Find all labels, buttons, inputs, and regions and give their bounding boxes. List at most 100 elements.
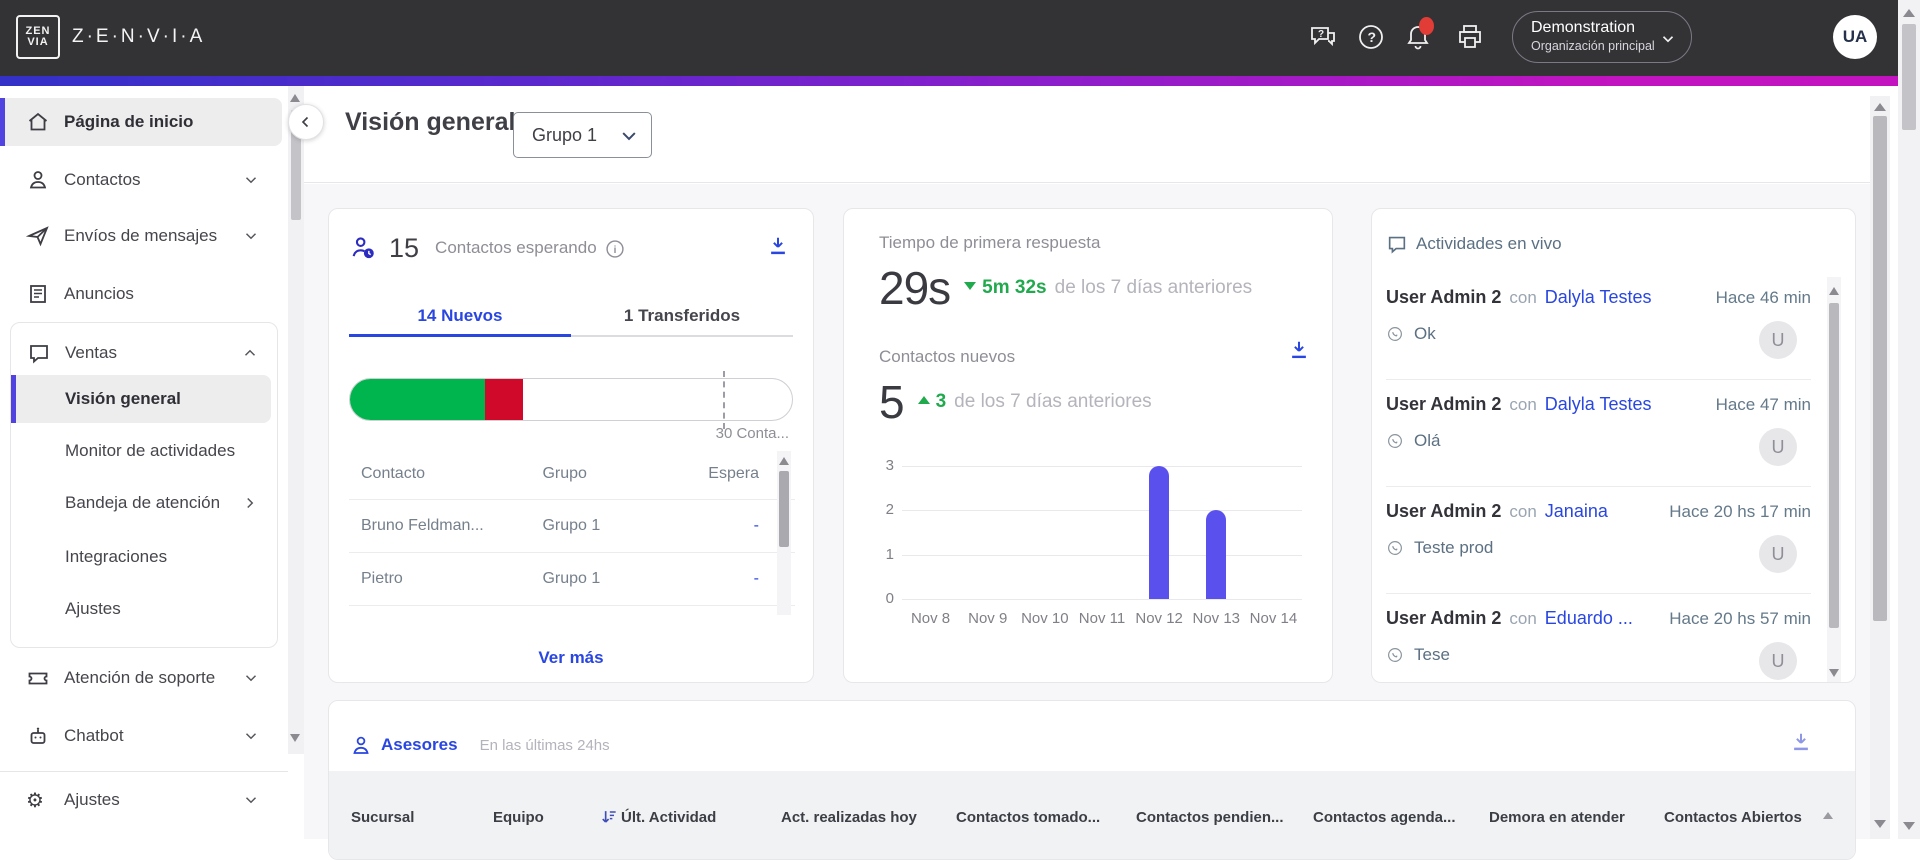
main-scrollbar-thumb[interactable] xyxy=(1873,116,1887,621)
column-header[interactable]: Últ. Actividad xyxy=(621,809,717,826)
column-header[interactable]: Contactos pendien... xyxy=(1136,809,1284,826)
y-tick-label: 1 xyxy=(885,545,894,563)
browser-scrollbar[interactable] xyxy=(1898,0,1920,839)
activity-entry[interactable]: User Admin 2 con Dalyla Testes Hace 46 m… xyxy=(1386,273,1811,380)
sidebar-item-settings[interactable]: ⚙ Ajustes xyxy=(0,778,288,822)
activity-con: con xyxy=(1509,288,1537,307)
see-more-link[interactable]: Ver más xyxy=(538,648,604,667)
scroll-up-arrow-icon[interactable] xyxy=(1829,287,1839,295)
scroll-up-arrow-icon[interactable] xyxy=(1823,812,1833,819)
scroll-up-arrow-icon[interactable] xyxy=(1903,9,1915,17)
chart-bar xyxy=(1206,510,1227,599)
sidebar-item-home[interactable]: Página de inicio xyxy=(0,98,288,146)
tab-transferred[interactable]: 1 Transferidos xyxy=(571,297,793,337)
scroll-down-arrow-icon[interactable] xyxy=(1874,820,1886,828)
cell-wait: - xyxy=(753,570,759,587)
waiting-count: 15 xyxy=(389,232,420,263)
activity-partner-link[interactable]: Janaina xyxy=(1544,501,1608,521)
sidebar-item-sales-settings[interactable]: Ajustes xyxy=(11,587,277,631)
activity-partner-link[interactable]: Dalyla Testes xyxy=(1544,287,1652,307)
help-icon[interactable]: ? xyxy=(1356,22,1386,52)
column-header[interactable]: Contactos tomado... xyxy=(956,809,1101,826)
whatsapp-icon xyxy=(1388,327,1402,341)
scroll-up-arrow-icon[interactable] xyxy=(1874,103,1886,111)
column-header[interactable]: Sucursal xyxy=(351,809,415,826)
scroll-down-arrow-icon[interactable] xyxy=(1829,669,1839,677)
chat-help-icon[interactable]: ? xyxy=(1308,22,1338,52)
sidebar-item-chatbot[interactable]: Chatbot xyxy=(0,712,288,760)
activity-user: User Admin 2 xyxy=(1386,608,1502,628)
download-icon[interactable] xyxy=(767,235,789,257)
delta-down-icon xyxy=(964,282,977,290)
chevron-down-icon xyxy=(245,233,257,240)
activities-scrollbar-thumb[interactable] xyxy=(1829,303,1839,628)
cell-group: Grupo 1 xyxy=(542,570,601,587)
table-scrollbar-thumb[interactable] xyxy=(779,471,789,547)
column-header[interactable]: Equipo xyxy=(493,809,544,826)
table-row xyxy=(349,605,795,617)
sidebar-item-integrations[interactable]: Integraciones xyxy=(11,535,277,579)
sidebar-item-announcements[interactable]: Anuncios xyxy=(0,270,288,318)
delta-value: 3 xyxy=(935,391,947,412)
activity-entry[interactable]: User Admin 2 con Janaina Hace 20 hs 17 m… xyxy=(1386,487,1811,594)
activity-con: con xyxy=(1509,609,1537,628)
sidebar-item-overview[interactable]: Visión general xyxy=(11,375,277,423)
sidebar-item-sales[interactable]: Ventas xyxy=(11,331,277,375)
tab-new[interactable]: 14 Nuevos xyxy=(349,297,571,337)
activities-scrollbar[interactable] xyxy=(1827,277,1841,682)
activity-line2: Teste prod xyxy=(1386,538,1811,558)
activity-partner-link[interactable]: Eduardo ... xyxy=(1544,608,1633,628)
sidebar-item-attention-inbox[interactable]: Bandeja de atención xyxy=(11,481,277,525)
printer-icon[interactable] xyxy=(1455,22,1485,52)
sidebar-collapse-button[interactable] xyxy=(288,104,324,140)
sidebar-item-support[interactable]: Atención de soporte xyxy=(0,654,288,702)
y-tick-label: 2 xyxy=(885,501,894,519)
activity-entry[interactable]: User Admin 2 con Eduardo ... Hace 20 hs … xyxy=(1386,594,1811,682)
chevron-down-icon xyxy=(245,675,257,682)
sidebar-item-label: Ventas xyxy=(65,343,117,362)
browser-scrollbar-thumb[interactable] xyxy=(1902,24,1916,130)
activity-entry[interactable]: User Admin 2 con Dalyla Testes Hace 47 m… xyxy=(1386,380,1811,487)
scroll-up-arrow-icon[interactable] xyxy=(779,457,789,465)
new-contacts-label: Contactos nuevos xyxy=(879,347,1016,366)
user-avatar[interactable]: UA xyxy=(1833,15,1877,59)
sidebar-item-contacts[interactable]: Contactos xyxy=(0,156,288,204)
organization-switcher[interactable]: Demonstration Organización principal xyxy=(1512,11,1692,63)
group-select[interactable]: Grupo 1 xyxy=(513,112,652,158)
info-icon[interactable]: i xyxy=(605,239,625,259)
gridline xyxy=(902,510,1302,512)
activity-message: Teste prod xyxy=(1414,538,1494,557)
sidebar-item-activity-monitor[interactable]: Monitor de actividades xyxy=(11,429,277,473)
activities-header: Actividades en vivo xyxy=(1386,233,1562,255)
scroll-down-arrow-icon[interactable] xyxy=(290,734,300,742)
activity-partner-link[interactable]: Dalyla Testes xyxy=(1544,394,1652,414)
advisors-card: Asesores En las últimas 24hs Sucursal Eq… xyxy=(328,700,1856,860)
table-row[interactable]: Pietro Grupo 1 - xyxy=(349,552,795,605)
sidebar-item-messaging[interactable]: Envíos de mensajes xyxy=(0,212,288,260)
column-header[interactable]: Act. realizadas hoy xyxy=(781,809,917,826)
column-header[interactable]: Contactos agenda... xyxy=(1313,809,1456,826)
column-header[interactable]: Demora en atender xyxy=(1489,809,1625,826)
column-header[interactable]: Contactos Abiertos xyxy=(1664,809,1802,826)
chevron-up-icon xyxy=(244,349,256,356)
waiting-table: Contacto Grupo Espera Bruno Feldman... G… xyxy=(349,449,795,617)
sort-descending-icon[interactable] xyxy=(599,807,619,827)
scroll-down-arrow-icon[interactable] xyxy=(1903,822,1915,830)
person-icon xyxy=(29,171,47,189)
activity-user: User Admin 2 xyxy=(1386,501,1502,521)
table-scrollbar[interactable] xyxy=(777,451,791,615)
download-icon[interactable] xyxy=(1288,339,1310,361)
avatar: U xyxy=(1759,642,1797,680)
x-tick-label: Nov 11 xyxy=(1078,610,1126,627)
scroll-up-arrow-icon[interactable] xyxy=(290,94,300,102)
sidebar-scrollbar[interactable] xyxy=(288,86,304,754)
sidebar-scrollbar-thumb[interactable] xyxy=(291,110,301,220)
chart-bar xyxy=(1149,466,1170,599)
gridline xyxy=(902,599,1302,600)
table-row[interactable]: Bruno Feldman... Grupo 1 - xyxy=(349,499,795,552)
sidebar-item-label: Chatbot xyxy=(64,726,124,745)
main-scrollbar[interactable] xyxy=(1870,96,1890,839)
new-contacts-value: 5 xyxy=(879,376,905,428)
whatsapp-icon xyxy=(1388,434,1402,448)
download-icon[interactable] xyxy=(1790,731,1812,753)
